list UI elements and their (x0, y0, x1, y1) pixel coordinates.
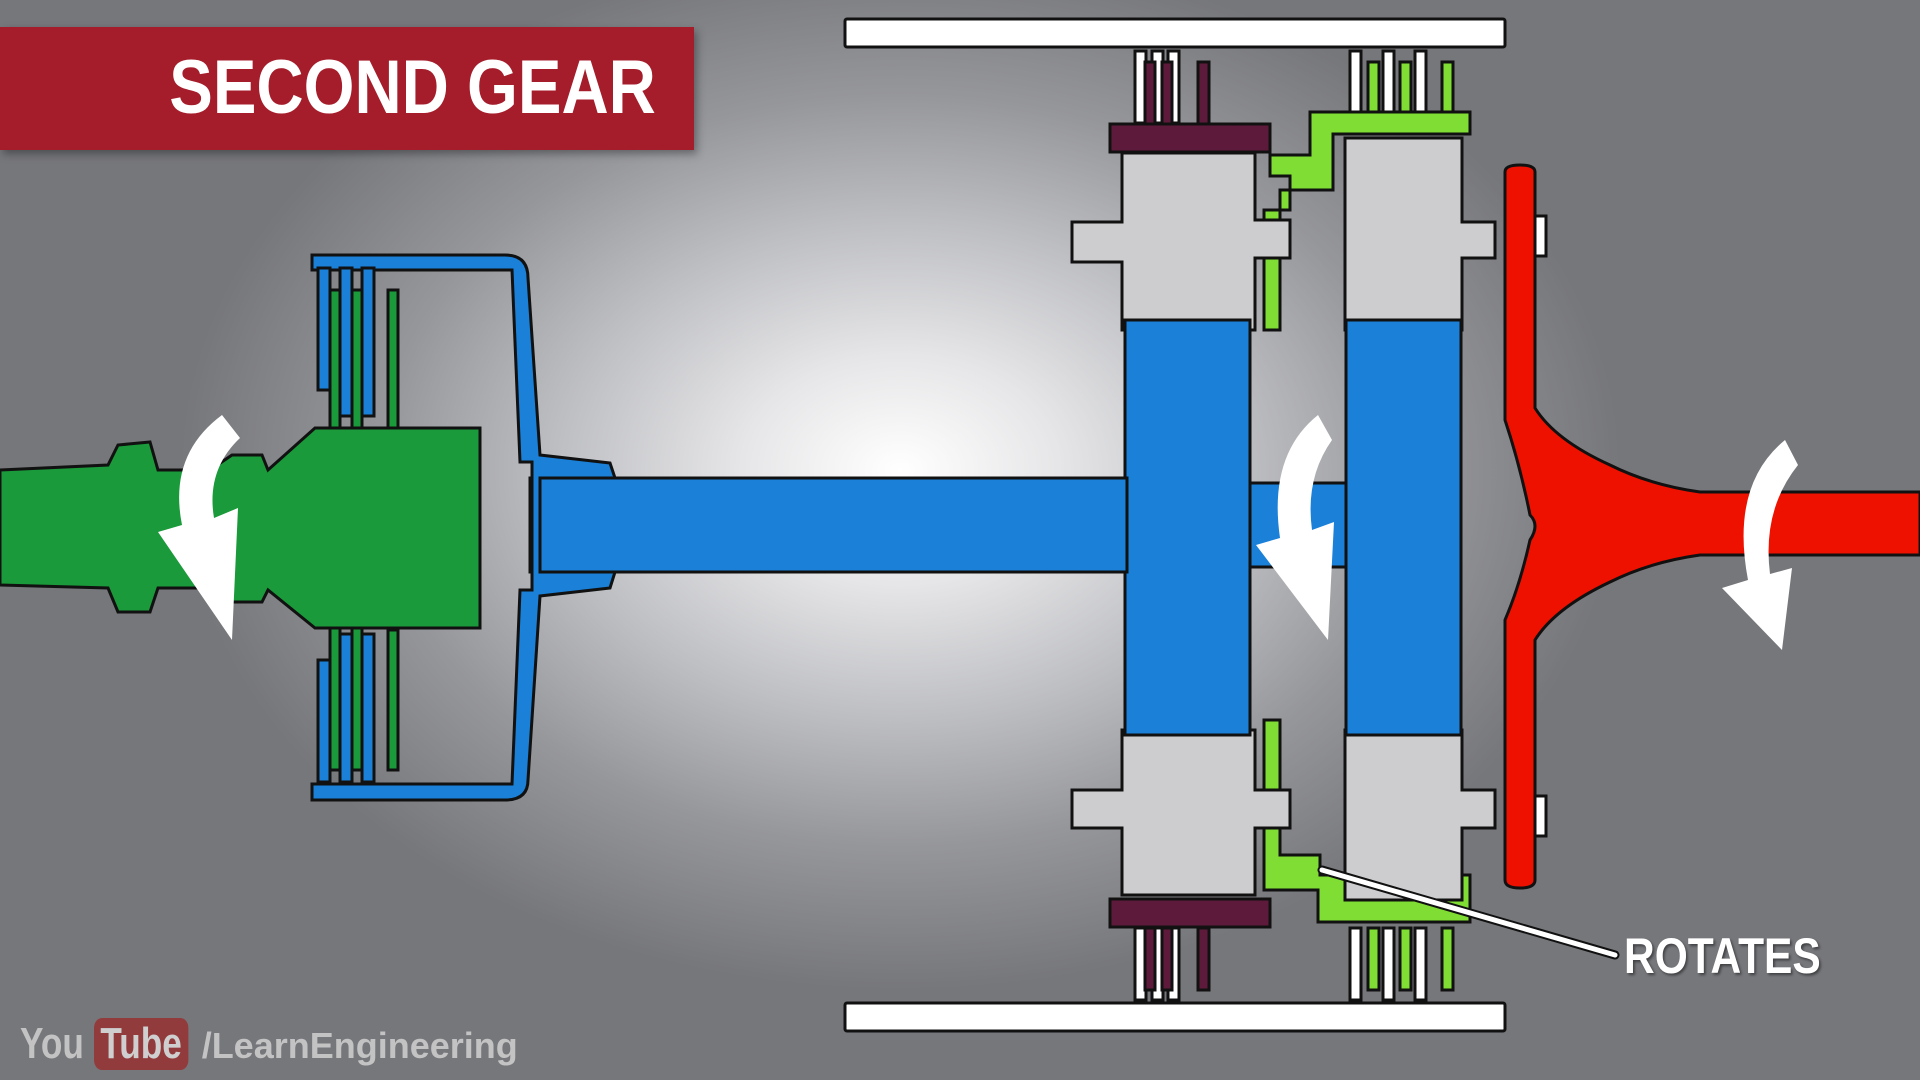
callout-leader-line-inner (1319, 867, 1618, 958)
rotation-arrow-icon (1256, 415, 1334, 640)
output-shaft (1503, 163, 1920, 890)
clutch-drum (310, 253, 618, 802)
callout-label: ROTATES (1624, 928, 1821, 984)
housing-rail-bottom (843, 1001, 1507, 1033)
youtube-logo-icon: You Tube /LearnEngineering (20, 1010, 518, 1070)
watermark-tube: Tube (93, 1018, 189, 1070)
planet-gear-right (1344, 318, 1463, 737)
watermark-you: You (20, 1019, 84, 1068)
rotation-arrow-icon (1722, 440, 1798, 650)
input-shaft (0, 426, 482, 630)
title-banner: SECOND GEAR (0, 27, 694, 150)
rotation-arrow-icon (158, 415, 240, 640)
brake-plates-top-left (1133, 49, 1211, 126)
watermark-handle: /LearnEngineering (201, 1025, 518, 1066)
clutch-plates-bottom-right (1348, 926, 1455, 1002)
planet-gear-left (1123, 318, 1252, 737)
brake-plates-bottom-left (1133, 926, 1211, 1002)
clutch-plates-bottom (316, 618, 400, 784)
clutch-plates-top (316, 266, 400, 442)
sun-shaft (528, 476, 1129, 574)
clutch-plates-top-right (1348, 49, 1455, 126)
band-top-left (1108, 122, 1272, 154)
band-bottom-left (1108, 897, 1272, 929)
housing-rail-top (843, 17, 1507, 49)
ring-gear-top (1262, 110, 1472, 332)
title-text: SECOND GEAR (169, 45, 656, 130)
